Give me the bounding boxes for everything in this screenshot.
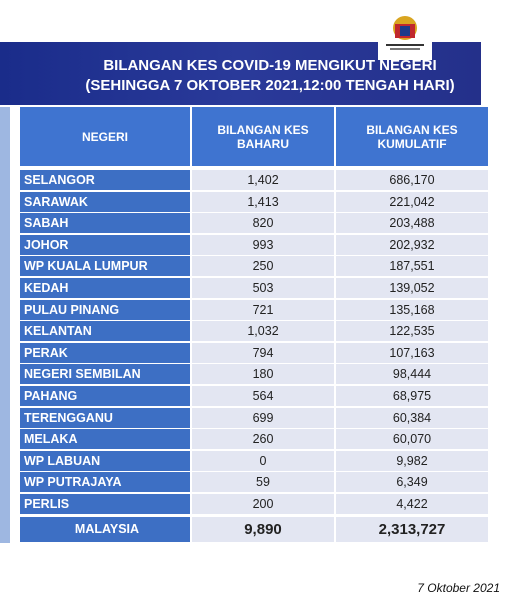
- state-name: TERENGGANU: [20, 407, 190, 428]
- cell-value: 993: [192, 234, 334, 255]
- cell-value: 60,384: [336, 407, 488, 428]
- cell-value: 59: [192, 472, 334, 493]
- cell-value: 202,932: [336, 234, 488, 255]
- state-name: MELAKA: [20, 429, 190, 450]
- state-name: JOHOR: [20, 234, 190, 255]
- cell-value: 721: [192, 299, 334, 320]
- total-label: MALAYSIA: [20, 516, 190, 542]
- column-header: NEGERI: [20, 107, 190, 166]
- title: BILANGAN KES COVID-19 MENGIKUT NEGERI: [103, 57, 437, 74]
- cell-value: 139,052: [336, 278, 488, 299]
- cell-value: 9,982: [336, 450, 488, 471]
- cell-value: 180: [192, 364, 334, 385]
- cell-value: 250: [192, 256, 334, 277]
- cell-value: 699: [192, 407, 334, 428]
- cell-value: 1,413: [192, 191, 334, 212]
- state-name: PERAK: [20, 342, 190, 363]
- state-name: KELANTAN: [20, 321, 190, 342]
- cell-value: 794: [192, 342, 334, 363]
- cell-value: 820: [192, 213, 334, 234]
- cell-value: 0: [192, 450, 334, 471]
- cell-value: 503: [192, 278, 334, 299]
- cell-value: 221,042: [336, 191, 488, 212]
- state-name: PERLIS: [20, 494, 190, 515]
- cell-value: 4,422: [336, 494, 488, 515]
- cell-value: 107,163: [336, 342, 488, 363]
- cell-value: 6,349: [336, 472, 488, 493]
- date: 7 Oktober 2021: [417, 581, 500, 595]
- state-name: PULAU PINANG: [20, 299, 190, 320]
- state-name: WP PUTRAJAYA: [20, 472, 190, 493]
- cell-value: 187,551: [336, 256, 488, 277]
- cell-value: 135,168: [336, 299, 488, 320]
- state-name: SARAWAK: [20, 191, 190, 212]
- cell-value: 68,975: [336, 386, 488, 407]
- cell-value: 98,444: [336, 364, 488, 385]
- state-name: PAHANG: [20, 386, 190, 407]
- state-name: WP LABUAN: [20, 450, 190, 471]
- cell-value: 564: [192, 386, 334, 407]
- column-header: BILANGAN KES BAHARU: [192, 107, 334, 166]
- state-name: KEDAH: [20, 278, 190, 299]
- subtitle: (SEHINGGA 7 OKTOBER 2021,12:00 TENGAH HA…: [85, 77, 455, 94]
- column-header: BILANGAN KES KUMULATIF: [336, 107, 488, 166]
- total-value: 2,313,727: [336, 516, 488, 542]
- state-name: SELANGOR: [20, 170, 190, 191]
- cropped-column: [0, 107, 10, 543]
- cell-value: 1,402: [192, 170, 334, 191]
- cell-value: 686,170: [336, 170, 488, 191]
- cell-value: 203,488: [336, 213, 488, 234]
- cell-value: 1,032: [192, 321, 334, 342]
- cell-value: 200: [192, 494, 334, 515]
- cell-value: 260: [192, 429, 334, 450]
- total-value: 9,890: [192, 516, 334, 542]
- state-name: SABAH: [20, 213, 190, 234]
- logo: [378, 10, 432, 60]
- state-name: NEGERI SEMBILAN: [20, 364, 190, 385]
- cell-value: 122,535: [336, 321, 488, 342]
- state-name: WP KUALA LUMPUR: [20, 256, 190, 277]
- cell-value: 60,070: [336, 429, 488, 450]
